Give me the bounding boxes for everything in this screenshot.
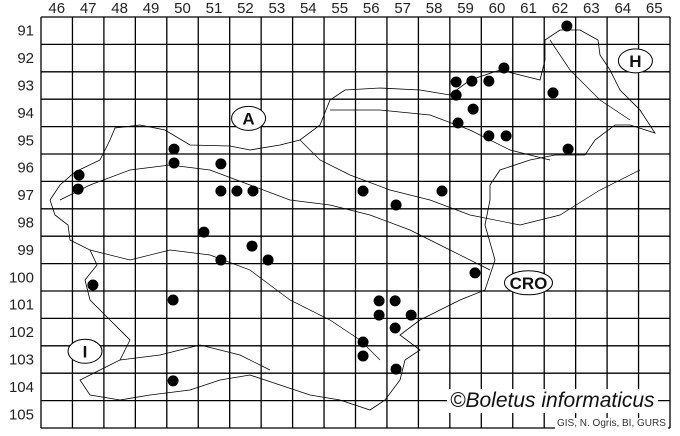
column-label: 62	[552, 0, 569, 17]
row-label: 101	[9, 297, 34, 314]
column-label: 52	[237, 0, 254, 17]
column-label: 57	[394, 0, 411, 17]
record-dot	[562, 143, 574, 155]
record-dot	[231, 185, 243, 197]
record-dot	[167, 375, 179, 387]
record-dot	[466, 75, 478, 87]
country-label-ellipse	[503, 270, 553, 296]
record-dot	[547, 87, 559, 99]
river-line	[330, 109, 551, 161]
column-label: 47	[80, 0, 97, 17]
row-label: 100	[9, 269, 34, 286]
row-label: 97	[17, 187, 34, 204]
record-dot	[436, 185, 448, 197]
column-label: 58	[426, 0, 443, 17]
record-dot	[500, 130, 512, 142]
country-label: I	[83, 342, 88, 361]
column-label: 54	[300, 0, 317, 17]
row-label: 92	[17, 50, 34, 67]
column-label: 46	[48, 0, 65, 17]
record-dot	[87, 279, 99, 291]
country-label: H	[629, 52, 641, 71]
record-dot	[452, 117, 464, 129]
column-label: 48	[111, 0, 128, 17]
record-dot	[168, 157, 180, 169]
row-label: 94	[17, 105, 34, 122]
row-label: 91	[17, 23, 34, 40]
row-label: 98	[17, 215, 34, 232]
river-line	[59, 164, 491, 271]
border-line	[49, 29, 656, 411]
country-border	[49, 29, 656, 411]
column-label: 61	[520, 0, 537, 17]
record-dot	[450, 76, 462, 88]
river-line	[549, 39, 631, 121]
country-label-ellipse	[231, 105, 267, 131]
row-label: 104	[9, 379, 34, 396]
record-dot	[389, 295, 401, 307]
column-label: 49	[143, 0, 160, 17]
record-dot	[215, 254, 227, 266]
record-dot	[246, 240, 258, 252]
row-label: 99	[17, 242, 34, 259]
record-dot	[561, 20, 573, 32]
column-label: 50	[174, 0, 191, 17]
grid-labels: 46 47 48 49 50 51 52 53 54 55 56 57 58 59 60 61 62 63 64 65…	[9, 0, 663, 423]
column-label: 51	[206, 0, 223, 17]
record-dot	[498, 62, 510, 74]
row-label: 96	[17, 160, 34, 177]
record-dot	[450, 89, 462, 101]
record-dot	[215, 185, 227, 197]
row-label: 93	[17, 78, 34, 95]
row-label: 102	[9, 324, 34, 341]
country-label: CRO	[510, 274, 548, 293]
record-dot	[168, 143, 180, 155]
record-dot	[73, 169, 85, 181]
record-dot	[357, 350, 369, 362]
record-dot	[390, 199, 402, 211]
river-line	[119, 344, 271, 371]
country-label: A	[242, 109, 254, 128]
credit-text: GIS, N. Ogris, BI, GURS	[555, 418, 668, 429]
record-dot	[469, 267, 481, 279]
record-dot	[483, 75, 495, 87]
country-labels: A H CRO I	[67, 48, 653, 364]
column-label: 60	[489, 0, 506, 17]
record-dot	[215, 158, 227, 170]
record-dot	[390, 363, 402, 375]
row-label: 95	[17, 132, 34, 149]
column-label: 53	[269, 0, 286, 17]
record-dot	[405, 309, 417, 321]
country-label-ellipse	[617, 48, 653, 74]
watermark: ©Boletus informaticus	[447, 389, 658, 413]
record-dot	[247, 185, 259, 197]
record-dot	[373, 309, 385, 321]
record-dot	[373, 295, 385, 307]
record-dot	[357, 185, 369, 197]
column-label: 59	[457, 0, 474, 17]
record-dot	[198, 226, 210, 238]
row-label: 103	[9, 352, 34, 369]
record-dot	[483, 130, 495, 142]
river-line	[89, 249, 381, 361]
record-dot	[167, 294, 179, 306]
row-label: 105	[9, 406, 34, 423]
column-label: 65	[646, 0, 663, 17]
river-line	[299, 139, 641, 226]
column-label: 56	[363, 0, 380, 17]
country-label-ellipse	[67, 338, 103, 364]
record-dot	[389, 322, 401, 334]
column-label: 55	[331, 0, 348, 17]
column-label: 64	[614, 0, 631, 17]
record-dot	[357, 336, 369, 348]
record-dot	[72, 183, 84, 195]
column-label: 63	[583, 0, 600, 17]
record-dots	[72, 20, 574, 387]
record-dot	[262, 254, 274, 266]
grid	[40, 16, 671, 429]
record-dot	[467, 103, 479, 115]
